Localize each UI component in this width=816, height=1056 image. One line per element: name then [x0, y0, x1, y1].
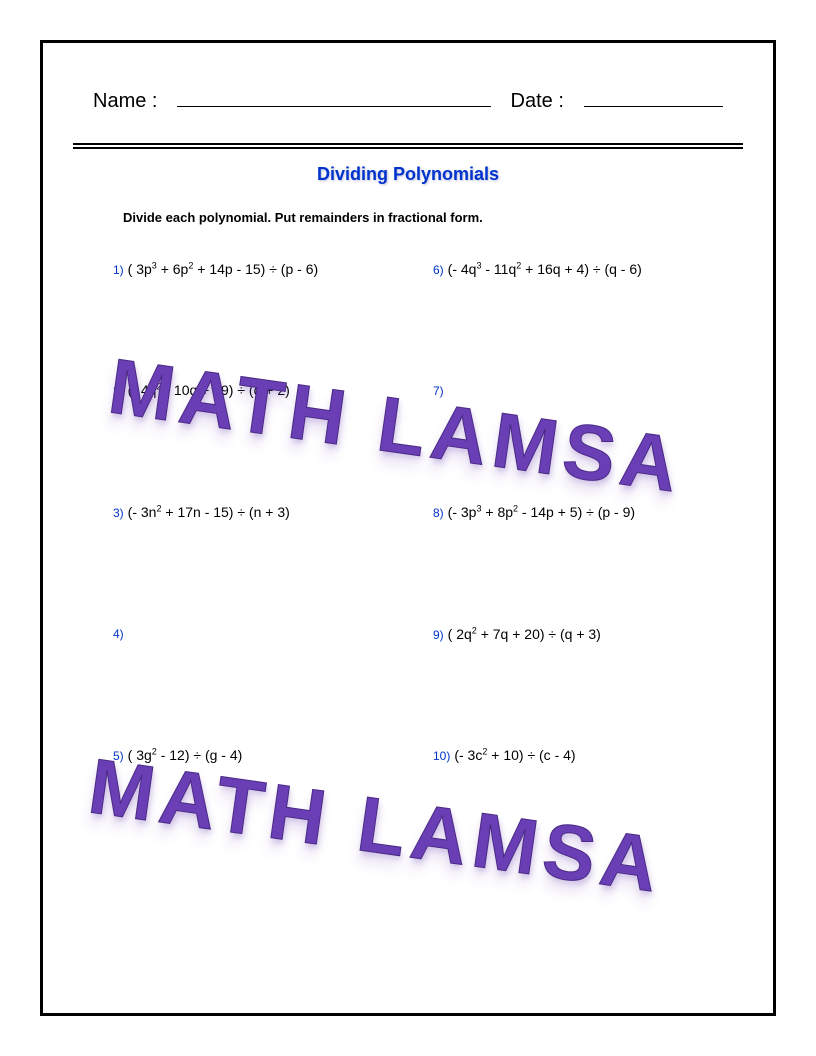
- problem-number: 9): [433, 628, 444, 642]
- problem-1: 1) ( 3p3 + 6p2 + 14p - 15) ÷ (p - 6): [113, 260, 403, 277]
- problem-number: 1): [113, 263, 124, 277]
- problem-number: 10): [433, 749, 450, 763]
- problem-number: 8): [433, 506, 444, 520]
- problem-7: 7): [433, 382, 723, 399]
- problem-number: 7): [433, 384, 444, 398]
- problem-expression: (- 4q3 - 11q2 + 16q + 4) ÷ (q - 6): [448, 261, 642, 277]
- problem-expression: (- 3c2 + 10) ÷ (c - 4): [454, 747, 575, 763]
- problem-2: 2) (- 4q2 - 10q + 19) ÷ (q + 2): [113, 382, 403, 399]
- name-label: Name :: [93, 90, 157, 113]
- problem-expression: ( 3p3 + 6p2 + 14p - 15) ÷ (p - 6): [128, 261, 318, 277]
- divider-double-rule: [73, 143, 743, 149]
- problem-number: 4): [113, 627, 124, 641]
- header-row: Name : Date :: [73, 83, 743, 113]
- problem-number: 5): [113, 749, 124, 763]
- instructions-text: Divide each polynomial. Put remainders i…: [123, 210, 743, 225]
- page-frame: Name : Date : Dividing Polynomials Divid…: [40, 40, 776, 1016]
- page-title: Dividing Polynomials: [73, 164, 743, 185]
- problem-10: 10) (- 3c2 + 10) ÷ (c - 4): [433, 747, 723, 764]
- problem-3: 3) (- 3n2 + 17n - 15) ÷ (n + 3): [113, 503, 403, 520]
- problem-expression: ( 2q2 + 7q + 20) ÷ (q + 3): [448, 626, 601, 642]
- problem-8: 8) (- 3p3 + 8p2 - 14p + 5) ÷ (p - 9): [433, 503, 723, 520]
- problem-expression: (- 4q2 - 10q + 19) ÷ (q + 2): [128, 382, 290, 398]
- problem-expression: (- 3p3 + 8p2 - 14p + 5) ÷ (p - 9): [448, 504, 635, 520]
- name-input-line[interactable]: [177, 83, 490, 107]
- problem-expression: (- 3n2 + 17n - 15) ÷ (n + 3): [128, 504, 290, 520]
- problems-grid: 1) ( 3p3 + 6p2 + 14p - 15) ÷ (p - 6) 6) (- …: [73, 260, 743, 763]
- problem-number: 3): [113, 506, 124, 520]
- date-label: Date :: [511, 90, 564, 113]
- problem-number: 6): [433, 263, 444, 277]
- problem-number: 2): [113, 384, 124, 398]
- problem-5: 5) ( 3g2 - 12) ÷ (g - 4): [113, 747, 403, 764]
- problem-expression: ( 3g2 - 12) ÷ (g - 4): [128, 747, 243, 763]
- date-input-line[interactable]: [584, 83, 723, 107]
- problem-4: 4): [113, 625, 403, 642]
- problem-6: 6) (- 4q3 - 11q2 + 16q + 4) ÷ (q - 6): [433, 260, 723, 277]
- problem-9: 9) ( 2q2 + 7q + 20) ÷ (q + 3): [433, 625, 723, 642]
